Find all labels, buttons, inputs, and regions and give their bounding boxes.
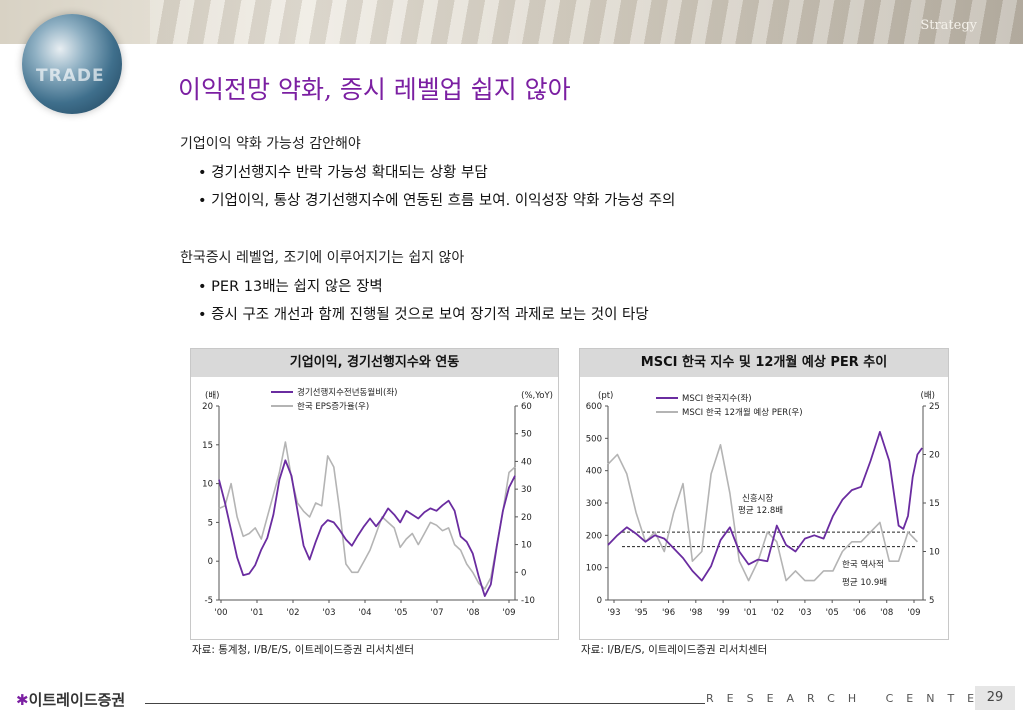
annotation-kr-label: 한국 역사적	[842, 559, 884, 570]
chart-panel-earnings: 기업이익, 경기선행지수와 연동 20 15 10 5 0 -5 60 50 40 30 20 10 0…	[190, 348, 559, 640]
y-right-tick-label: 20	[521, 513, 532, 523]
y-left-tick-label: 600	[586, 402, 602, 412]
y-right-tick-label: 0	[521, 568, 526, 578]
y-left-tick-label: 400	[586, 467, 602, 477]
x-tick-label: '02	[771, 608, 784, 618]
x-tick-label: '98	[689, 608, 702, 618]
y-left-tick-label: 100	[586, 564, 602, 574]
x-tick-label: '08	[466, 608, 479, 618]
legend-label: MSCI 한국지수(좌)	[682, 394, 752, 404]
legend-label: 경기선행지수전년동월비(좌)	[297, 387, 397, 398]
annotation-em-label: 신흥시장	[742, 493, 773, 504]
globe-watermark: TRADE	[36, 66, 105, 86]
y-left-tick-label: 10	[202, 480, 213, 490]
top-banner: Strategy	[0, 0, 1023, 44]
source-note-1: 자료: 통계청, I/B/E/S, 이트레이드증권 리서치센터	[192, 644, 414, 656]
y-left-tick-label: 500	[586, 434, 602, 444]
left-axis-unit: (배)	[205, 391, 219, 401]
y-right-tick-label: 25	[929, 402, 940, 412]
series-line	[218, 459, 516, 598]
x-tick-label: '99	[717, 608, 730, 618]
brand-star-icon: ✱	[16, 691, 29, 709]
world-map-decoration	[150, 0, 1023, 44]
x-tick-label: '02	[286, 608, 299, 618]
x-tick-label: '93	[607, 608, 620, 618]
y-right-tick-label: 5	[929, 596, 934, 606]
section-heading-1: 기업이익 약화 가능성 감안해야	[180, 136, 361, 152]
earnings-leading-index-chart: 20151050-56050403020100-10'00'01'02'03'0…	[202, 387, 553, 618]
section-heading-2: 한국증시 레벨업, 조기에 이루어지기는 쉽지 않아	[180, 250, 465, 266]
x-tick-label: '01	[744, 608, 757, 618]
y-left-tick-label: 15	[202, 441, 213, 451]
annotation-em-avg: 평균 12.8배	[738, 505, 783, 516]
y-right-tick-label: 10	[929, 548, 940, 558]
x-tick-label: '03	[798, 608, 811, 618]
footer-divider	[145, 703, 705, 704]
y-right-tick-label: 60	[521, 402, 532, 412]
brand-name: 이트레이드증권	[28, 691, 126, 709]
annotation-kr-avg: 평균 10.9배	[842, 577, 887, 588]
x-tick-label: '00	[214, 608, 227, 618]
x-tick-label: '01	[250, 608, 263, 618]
y-right-tick-label: 15	[929, 499, 940, 509]
research-center-label: RESEARCH CENTER	[706, 692, 1008, 705]
legend-label: 한국 EPS증가율(우)	[297, 402, 369, 412]
y-left-tick-label: 0	[208, 557, 213, 567]
right-axis-unit: (%,YoY)	[521, 391, 553, 401]
chart-title: MSCI 한국 지수 및 12개월 예상 PER 추이	[580, 349, 948, 377]
y-left-tick-label: 300	[586, 499, 602, 509]
y-right-tick-label: 10	[521, 541, 532, 551]
x-tick-label: '05	[394, 608, 407, 618]
page-number: 29	[975, 686, 1015, 710]
left-axis-unit: (pt)	[598, 391, 613, 401]
chart-title: 기업이익, 경기선행지수와 연동	[191, 349, 558, 377]
x-tick-label: '06	[853, 608, 866, 618]
x-tick-label: '95	[635, 608, 648, 618]
chart-panel-msci: MSCI 한국 지수 및 12개월 예상 PER 추이 600 500 400 300…	[579, 348, 949, 640]
y-left-tick-label: 200	[586, 531, 602, 541]
globe-logo-icon: TRADE	[22, 14, 122, 114]
series-line	[607, 431, 923, 582]
y-left-tick-label: 20	[202, 402, 213, 412]
y-left-tick-label: -5	[205, 596, 213, 606]
y-right-tick-label: 20	[929, 451, 940, 461]
series-line	[607, 444, 918, 582]
source-note-2: 자료: I/B/E/S, 이트레이드증권 리서치센터	[581, 644, 768, 656]
page-title: 이익전망 약화, 증시 레벨업 쉽지 않아	[178, 75, 571, 104]
bullet-1-1: • 경기선행지수 반락 가능성 확대되는 상황 부담	[198, 165, 488, 181]
x-tick-label: '07	[430, 608, 443, 618]
bullet-2-1: • PER 13배는 쉽지 않은 장벽	[198, 279, 383, 295]
section-label: Strategy	[920, 18, 977, 33]
y-right-tick-label: 50	[521, 430, 532, 440]
y-left-tick-label: 0	[597, 596, 602, 606]
y-right-tick-label: 30	[521, 485, 532, 495]
brand-logo: ✱이트레이드증권	[16, 689, 125, 710]
bullet-2-2: • 증시 구조 개선과 함께 진행될 것으로 보여 장기적 과제로 보는 것이 …	[198, 307, 649, 323]
x-tick-label: '05	[826, 608, 839, 618]
x-tick-label: '96	[662, 608, 675, 618]
y-right-tick-label: -10	[521, 596, 535, 606]
y-right-tick-label: 40	[521, 457, 532, 467]
y-left-tick-label: 5	[208, 518, 213, 528]
x-tick-label: '09	[907, 608, 920, 618]
msci-korea-per-chart: 600 500 400 300 200 100 0 25 20 15 10 5 '93 '95 '96 '98…	[586, 391, 940, 618]
series-line	[218, 441, 516, 590]
right-axis-unit: (배)	[921, 391, 935, 401]
x-tick-label: '08	[880, 608, 893, 618]
legend-label: MSCI 한국 12개월 예상 PER(우)	[682, 407, 803, 418]
x-tick-label: '04	[358, 608, 371, 618]
x-tick-label: '03	[322, 608, 335, 618]
x-tick-label: '09	[502, 608, 515, 618]
bullet-1-2: • 기업이익, 통상 경기선행지수에 연동된 흐름 보여. 이익성장 약화 가능…	[198, 193, 676, 209]
